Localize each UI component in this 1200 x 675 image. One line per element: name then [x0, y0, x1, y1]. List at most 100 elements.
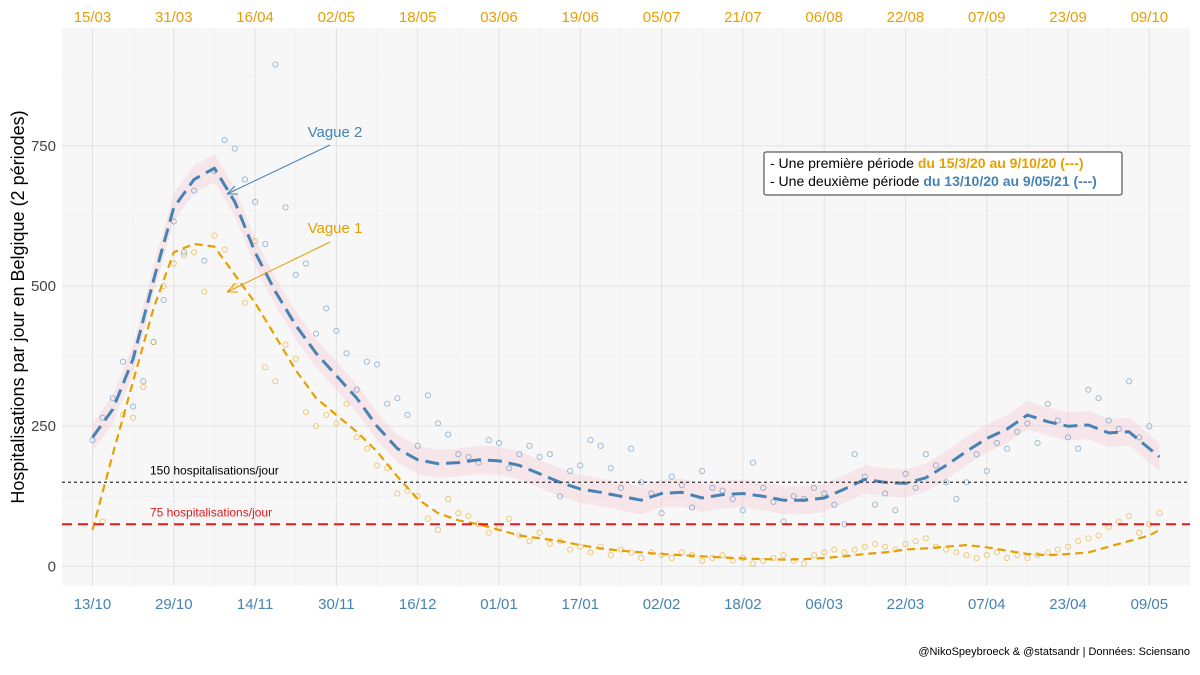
- vague-2-point: [506, 465, 513, 472]
- vague-2-point: [729, 496, 736, 503]
- vague-2-point: [313, 330, 320, 337]
- vague-1-point: [119, 411, 127, 419]
- vague-1-point: [1004, 554, 1011, 562]
- vague-1-point: [1136, 529, 1143, 536]
- vague-2-point: [465, 453, 472, 461]
- vague-1-point: [953, 549, 960, 556]
- vague-2-point: [617, 484, 624, 491]
- vague-2-point: [567, 467, 574, 475]
- vague-2-point: [262, 240, 269, 247]
- vague-1-arrow: [226, 241, 331, 293]
- vague-2-point: [851, 451, 858, 458]
- vague-2-point: [749, 459, 757, 466]
- vague-1-point: [760, 557, 767, 564]
- vague-1-point: [150, 339, 157, 346]
- vague-1-point: [810, 552, 818, 559]
- vague-2-point: [902, 470, 909, 477]
- vague-1-point: [851, 546, 858, 553]
- vague-1-point: [607, 552, 614, 559]
- vague-2-point: [495, 439, 503, 447]
- legend-line-1-prefix: - Une première période: [770, 155, 918, 171]
- vague-1-point: [292, 355, 299, 362]
- vague-1-point: [638, 554, 645, 562]
- vague-2-point: [180, 249, 187, 256]
- vague-2-point: [922, 451, 929, 458]
- x-top-tick-label: 03/06: [480, 9, 518, 26]
- vague-1-point: [313, 423, 320, 430]
- x-top-tick-label: 07/09: [968, 9, 1006, 26]
- vague-2-point: [709, 484, 716, 491]
- vague-1-point: [130, 414, 137, 421]
- x-top-tick-label: 09/10: [1131, 9, 1169, 26]
- vague-2-point: [1146, 423, 1153, 430]
- vague-1-point: [587, 549, 594, 556]
- vague-1-point: [780, 552, 787, 559]
- x-bottom-tick-label: 16/12: [399, 596, 437, 613]
- legend-line-1-period: du 15/3/20 au 9/10/20 (---): [918, 155, 1084, 171]
- x-bottom-tick-label: 09/05: [1131, 596, 1169, 613]
- vague-2-point: [536, 453, 543, 461]
- x-bottom-tick-label: 17/01: [561, 596, 599, 613]
- vague-2-point: [160, 296, 167, 304]
- vague-1-point: [831, 546, 838, 553]
- vague-2-point: [1044, 400, 1051, 407]
- x-top-tick-label: 05/07: [643, 9, 681, 26]
- vague-1-point: [1024, 554, 1031, 562]
- vague-1-point: [871, 540, 879, 547]
- x-bottom-tick-label: 06/03: [805, 596, 843, 613]
- vague-2-point: [546, 451, 553, 458]
- x-top-tick-label: 31/03: [155, 9, 193, 26]
- vague-1-point: [749, 560, 757, 567]
- y-tick-label: 750: [31, 138, 56, 155]
- vague-2-point: [556, 493, 563, 500]
- vague-2-point: [1075, 445, 1082, 452]
- x-axis-top-ticks: 15/03 31/03 16/04 02/05 18/05 03/06 19/06 05/07…: [74, 9, 1168, 26]
- vague-1-point: [719, 552, 726, 559]
- grid-lines: [62, 28, 1190, 586]
- vague-1-point: [1044, 549, 1051, 556]
- vague-1-point: [363, 445, 370, 452]
- vague-1-point: [861, 543, 868, 550]
- vague-2-point: [821, 490, 828, 497]
- vague-2-point: [485, 437, 492, 444]
- vague-2-point: [953, 496, 960, 503]
- vague-1-point: [323, 411, 330, 419]
- vague-1-point: [821, 549, 828, 556]
- vague-2-point: [668, 473, 675, 480]
- vague-1-point: [790, 557, 797, 564]
- x-bottom-tick-label: 07/04: [968, 596, 1006, 613]
- vague-1-point: [567, 546, 574, 553]
- vague-1-point: [1085, 535, 1092, 542]
- vague-2-point: [1085, 386, 1092, 393]
- x-bottom-tick-label: 18/02: [724, 596, 762, 613]
- vague-1-point: [170, 260, 177, 267]
- vague-1-point: [201, 288, 208, 295]
- x-top-tick-label: 19/06: [561, 9, 599, 26]
- legend-line-2: - Une deuxième période du 13/10/20 au 9/…: [770, 173, 1097, 189]
- legend-box: - Une première période du 15/3/20 au 9/1…: [763, 151, 1123, 196]
- vague-2-point: [912, 484, 919, 491]
- vague-1-point: [1156, 510, 1163, 517]
- vague-2-point: [983, 467, 990, 475]
- vague-1-point: [252, 238, 259, 245]
- vague-1-point: [211, 232, 218, 239]
- vague-1-point: [445, 496, 452, 503]
- vague-1-point: [882, 543, 889, 550]
- vague-1-point: [373, 462, 381, 469]
- vague-2-confidence-band: [92, 154, 1160, 515]
- vague-1-smooth-line: [91, 242, 1161, 561]
- vague-2-point: [353, 386, 360, 393]
- x-bottom-tick-label: 02/02: [643, 596, 681, 613]
- x-top-tick-label: 16/04: [236, 9, 274, 26]
- threshold-label-150: 150 hospitalisations/jour: [150, 463, 279, 477]
- vague-2-point: [333, 327, 340, 334]
- vague-2-point: [882, 490, 889, 497]
- vague-2-point: [231, 145, 238, 152]
- legend-line-2-prefix: - Une deuxième période: [770, 173, 923, 189]
- vague-2-point: [810, 484, 818, 491]
- vague-1-point: [1125, 512, 1133, 519]
- vague-1-point: [455, 510, 462, 517]
- vague-2-point: [597, 442, 604, 449]
- vague-2-point: [607, 465, 614, 472]
- x-top-tick-label: 06/08: [805, 9, 843, 26]
